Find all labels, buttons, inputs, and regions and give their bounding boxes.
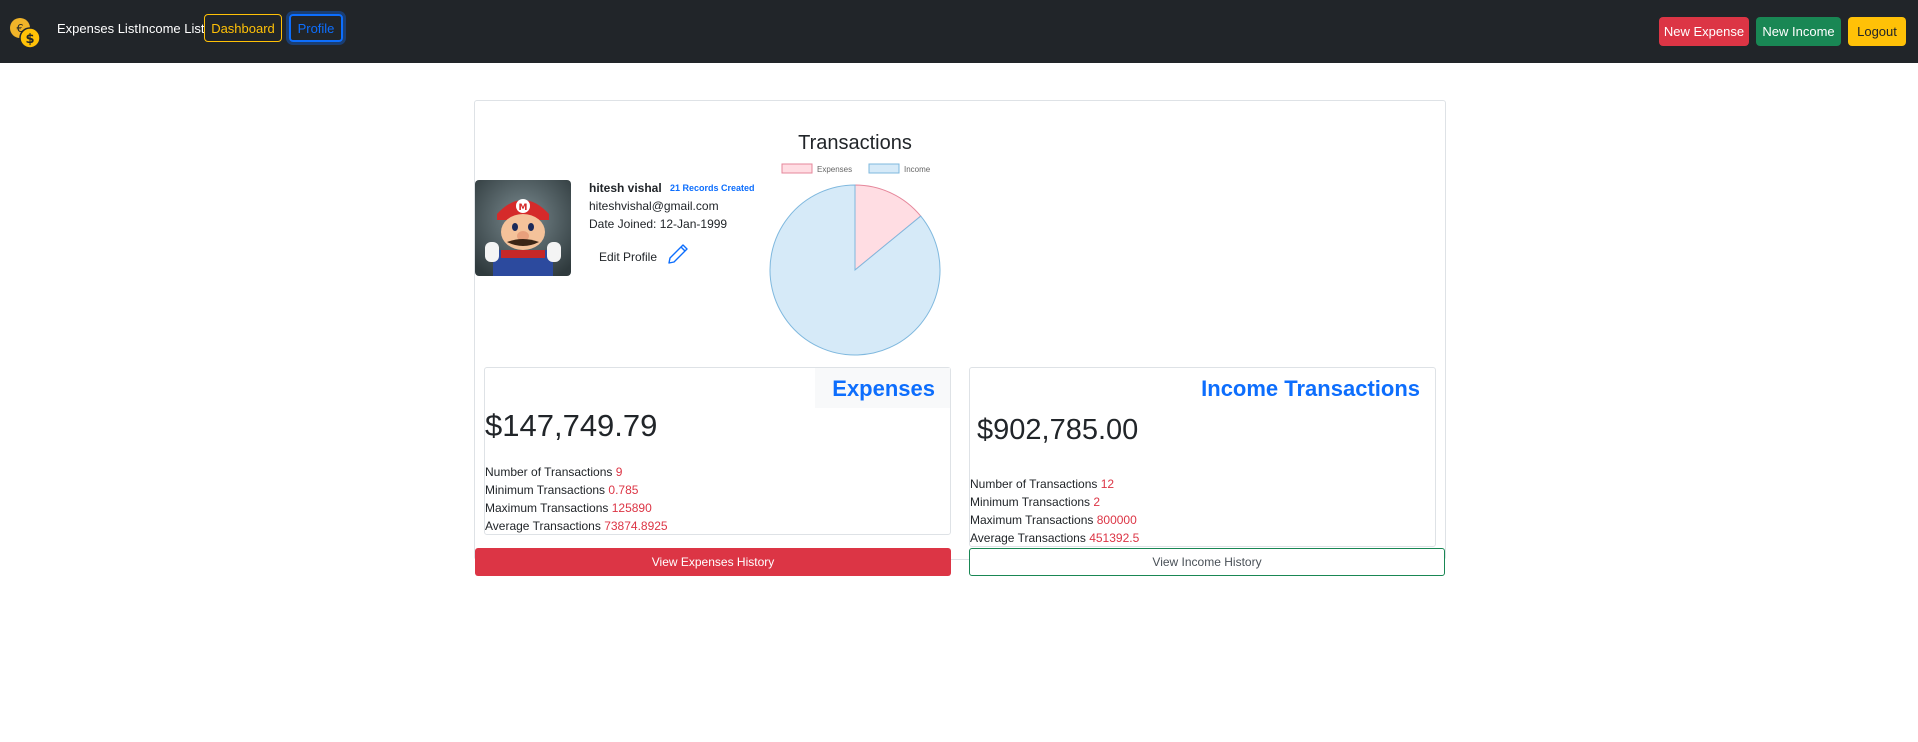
income-stat-max: Maximum Transactions 800000 <box>970 513 1137 527</box>
avatar-image: M <box>475 180 571 276</box>
profile-button[interactable]: Profile <box>289 14 343 42</box>
profile-card <box>474 100 1446 560</box>
expenses-header <box>815 368 950 408</box>
date-joined: Date Joined: 12-Jan-1999 <box>589 217 728 231</box>
new-income-button[interactable]: New Income <box>1756 17 1841 46</box>
expenses-panel <box>484 367 951 535</box>
legend-swatch-income[interactable] <box>868 163 900 174</box>
expenses-stat-min: Minimum Transactions 0.785 <box>485 483 639 497</box>
income-stat-min: Minimum Transactions 2 <box>970 495 1101 509</box>
legend-label-income: Income <box>904 165 931 174</box>
view-income-history-button[interactable]: View Income History <box>969 548 1445 576</box>
dashboard-button[interactable]: Dashboard <box>204 14 282 42</box>
expenses-total: $147,749.79 <box>485 408 658 443</box>
transactions-pie-chart: Expenses Income <box>769 163 941 356</box>
legend-label-expenses: Expenses <box>817 165 852 174</box>
avatar: M <box>475 180 571 276</box>
coins-logo-icon[interactable]: € $ <box>8 16 42 50</box>
expenses-stat-avg: Average Transactions 73874.8925 <box>485 519 668 533</box>
income-title: Income Transactions <box>1201 376 1420 401</box>
view-expenses-history-button[interactable]: View Expenses History <box>475 548 951 576</box>
user-email: hiteshvishal@gmail.com <box>589 199 719 213</box>
navbar: € $ Expenses List Income List Dashboard … <box>0 0 1918 63</box>
expenses-title: Expenses <box>832 376 935 401</box>
user-name: hitesh vishal <box>589 181 662 195</box>
income-stat-count: Number of Transactions 12 <box>970 477 1115 491</box>
expenses-stat-max: Maximum Transactions 125890 <box>485 501 652 515</box>
legend-swatch-expenses[interactable] <box>781 163 813 174</box>
new-expense-button[interactable]: New Expense <box>1659 17 1749 46</box>
logout-button[interactable]: Logout <box>1848 17 1906 46</box>
pie-slice-expenses[interactable] <box>854 184 922 272</box>
svg-text:$: $ <box>25 32 34 47</box>
edit-profile-link[interactable]: Edit Profile <box>599 250 658 264</box>
pie-slice-income[interactable] <box>769 184 941 356</box>
expenses-stat-count: Number of Transactions 9 <box>485 465 623 479</box>
pencil-icon[interactable] <box>666 242 690 266</box>
svg-text:€: € <box>17 22 24 35</box>
records-badge: 21 Records Created <box>670 183 755 193</box>
income-total: $902,785.00 <box>977 414 1139 446</box>
nav-income-list[interactable]: Income List <box>138 21 205 36</box>
nav-expenses-list[interactable]: Expenses List <box>57 21 138 36</box>
income-stat-avg: Average Transactions 451392.5 <box>970 531 1140 545</box>
income-panel <box>969 367 1436 547</box>
chart-title: Transactions <box>798 132 912 154</box>
svg-text:M: M <box>519 203 528 213</box>
